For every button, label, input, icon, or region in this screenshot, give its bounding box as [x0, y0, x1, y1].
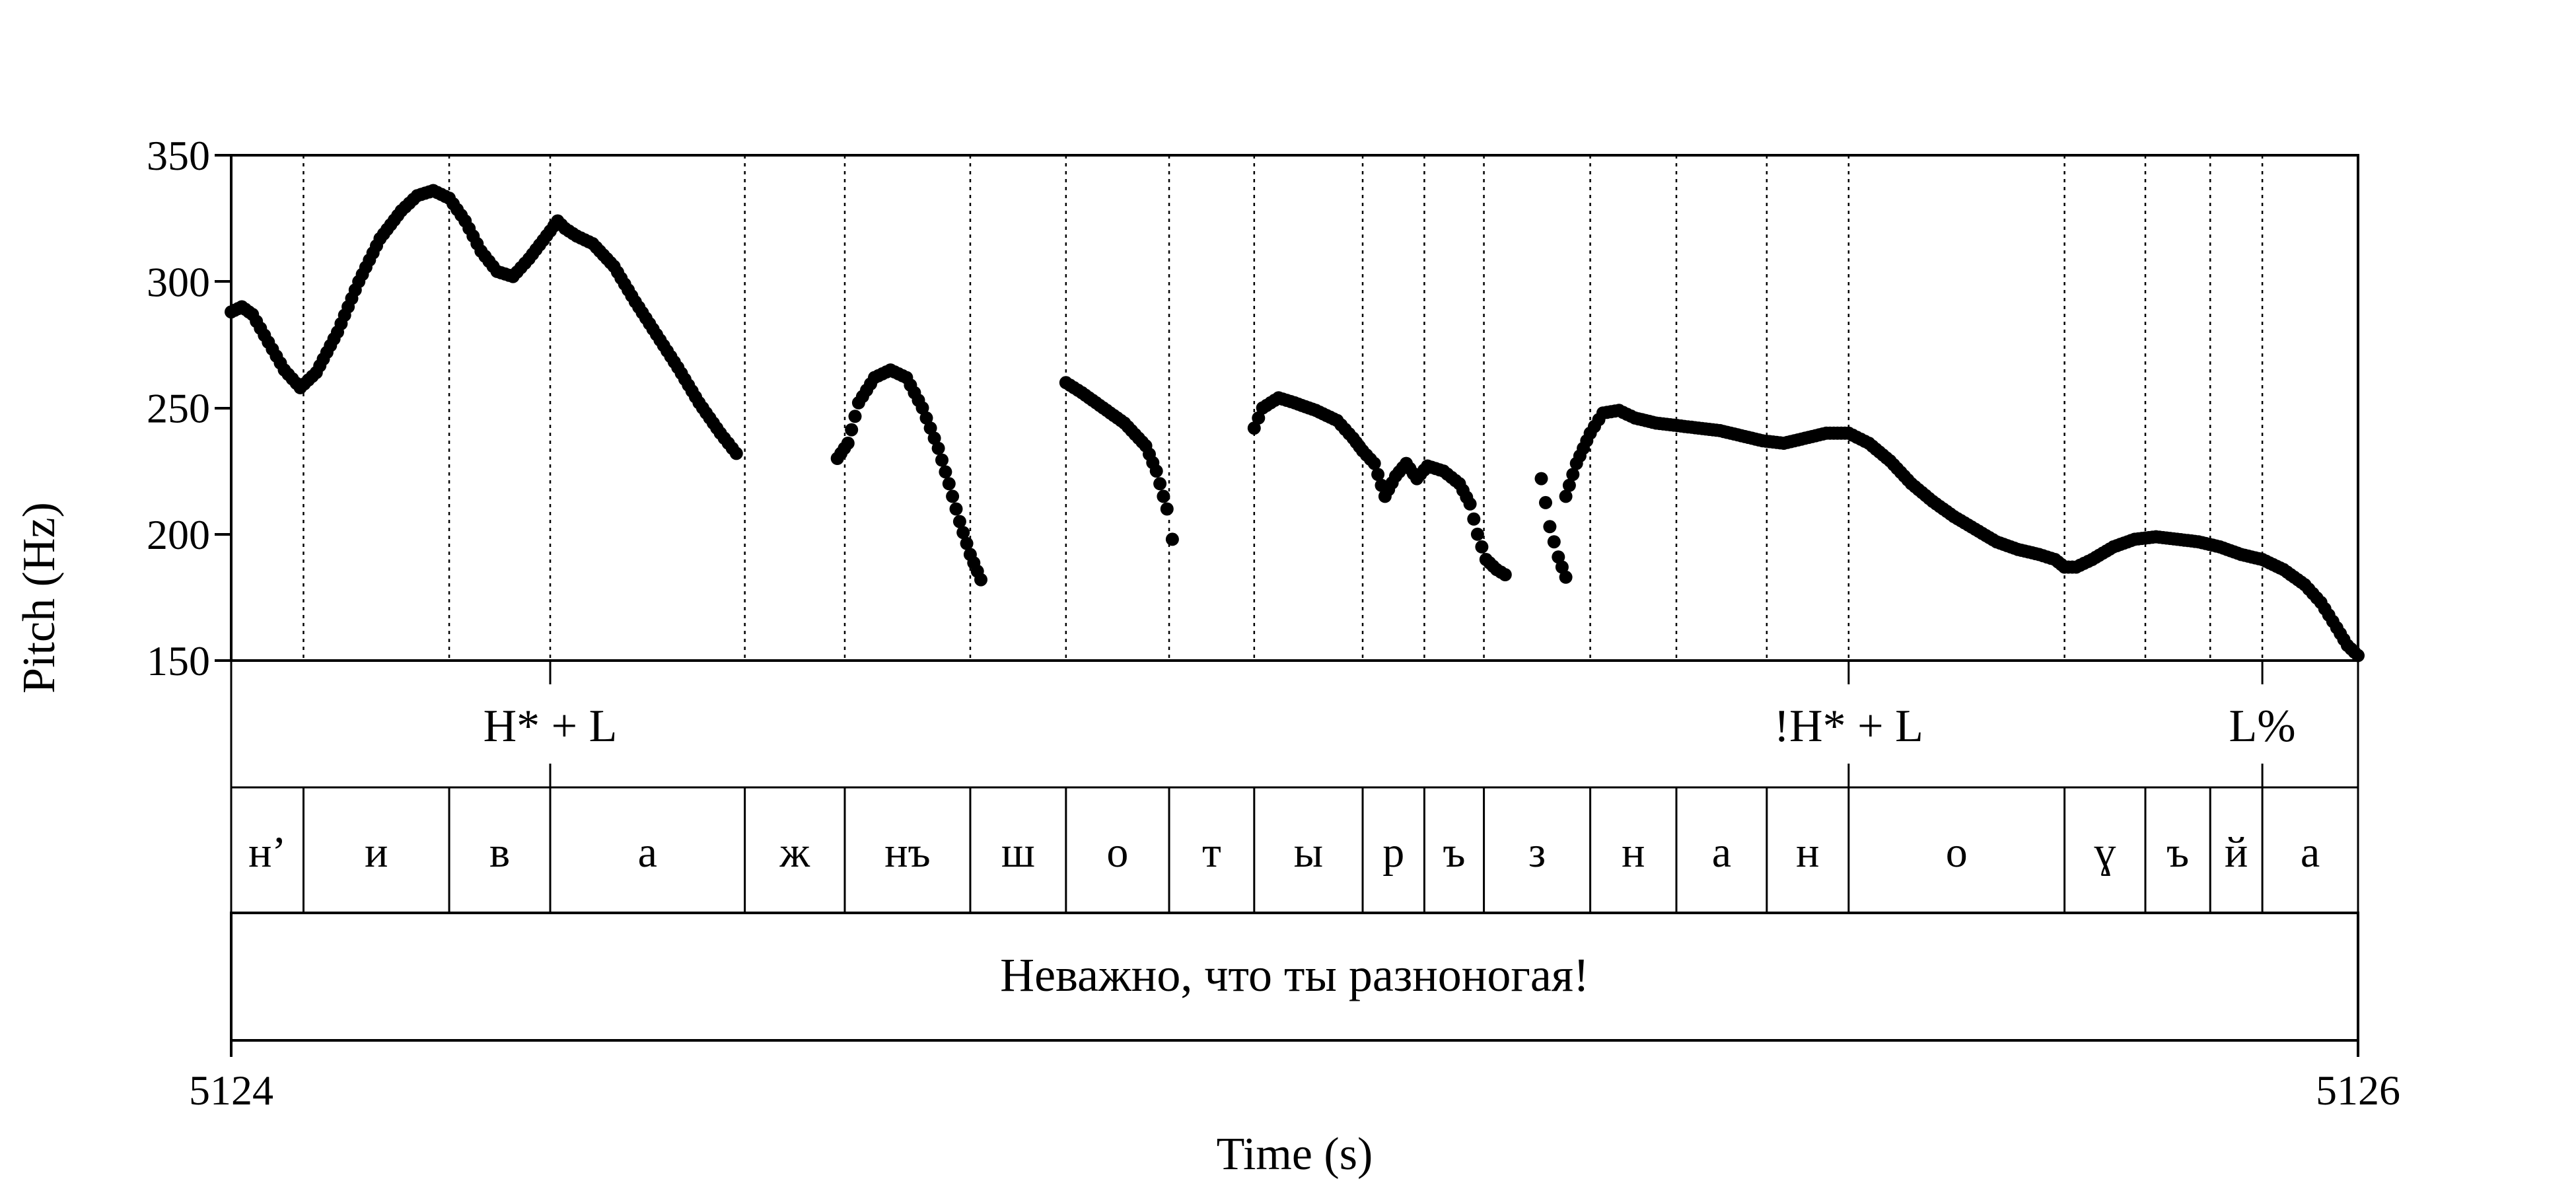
pitch-point [1165, 532, 1179, 546]
segment-label: т [1202, 828, 1221, 877]
tier-boundary-lines [302, 155, 2264, 913]
x-tick-label-end: 5126 [2316, 1067, 2400, 1114]
sentence-label: Неважно, что ты разноногая! [1000, 949, 1589, 1001]
y-tick-label: 300 [147, 258, 210, 305]
segment-label: й [2225, 828, 2248, 877]
tone-label: H* + L [483, 701, 618, 752]
pitch-point [1562, 478, 1576, 492]
pitch-point [919, 411, 933, 425]
pitch-point [1160, 502, 1174, 516]
segment-label: ы [1294, 828, 1323, 877]
pitch-point [1467, 512, 1481, 526]
pitch-point [923, 421, 937, 435]
pitch-point [1534, 472, 1548, 486]
pitch-point [1543, 520, 1557, 534]
pitch-point [939, 465, 952, 479]
segment-labels: н’ и в а ж нъ ш о т ы р ъ з н а н о ɣ ъ й а [248, 828, 2320, 877]
pitch-point [729, 447, 743, 460]
segment-label: и [365, 828, 388, 877]
pitch-point [845, 423, 859, 437]
segment-label: о [1946, 828, 1968, 877]
segment-label: ж [779, 828, 810, 877]
tone-labels: H* + L !H* + L L% [483, 661, 2296, 787]
y-tick-label: 150 [147, 637, 210, 684]
tone-label: L% [2229, 701, 2296, 752]
segment-label: н’ [248, 828, 286, 877]
pitch-point [1252, 411, 1266, 425]
segment-label: н [1796, 828, 1819, 877]
pitch-point [848, 410, 862, 423]
segment-label: а [2301, 828, 2320, 877]
pitch-point [931, 441, 945, 455]
pitch-point [1247, 421, 1261, 435]
pitch-point [1371, 468, 1385, 482]
segment-label: в [489, 828, 510, 877]
segment-label: р [1382, 828, 1404, 877]
pitch-point [915, 401, 929, 415]
pitch-point [974, 573, 987, 587]
pitch-point [1539, 495, 1552, 509]
pitch-point [935, 453, 948, 467]
pitch-point [946, 489, 960, 503]
pitch-point [1559, 570, 1573, 584]
y-axis-label: Pitch (Hz) [14, 502, 65, 694]
segment-label: з [1528, 828, 1546, 877]
pitch-point [960, 536, 974, 550]
pitch-point [956, 526, 970, 540]
segment-label: ш [1001, 828, 1035, 877]
pitch-point [841, 437, 855, 450]
pitch-point [1559, 489, 1573, 503]
x-tick-label-start: 5124 [189, 1067, 273, 1114]
pitch-point [1498, 568, 1512, 581]
segment-label: ъ [2166, 828, 2189, 877]
y-tick-label: 200 [147, 511, 210, 558]
pitch-point [1463, 497, 1477, 511]
pitch-point [1367, 456, 1381, 470]
pitch-points [225, 184, 2365, 663]
pitch-point [1149, 464, 1163, 478]
pitch-point [942, 477, 956, 491]
segment-label: а [638, 828, 657, 877]
segment-label: нъ [884, 828, 930, 877]
pitch-point [927, 431, 941, 445]
pitch-point [1475, 540, 1489, 554]
pitch-point [949, 502, 963, 516]
y-tick-label: 350 [147, 132, 210, 179]
pitch-point [1153, 477, 1167, 491]
segment-label: а [1712, 828, 1731, 877]
y-tick-label: 250 [147, 385, 210, 432]
sentence-tier-frame [230, 912, 2359, 1042]
x-axis-label: Time (s) [1217, 1129, 1373, 1180]
pitch-point [1566, 468, 1580, 482]
pitch-point [1547, 535, 1561, 549]
pitch-point [1470, 527, 1484, 541]
segment-label: ɣ [2094, 828, 2116, 877]
segment-label: ъ [1443, 828, 1465, 877]
y-tick-labels: 150 200 250 300 350 [147, 132, 210, 684]
segment-label: о [1106, 828, 1128, 877]
segment-label: н [1622, 828, 1645, 877]
pitch-point [1157, 489, 1170, 503]
tone-label: !H* + L [1774, 701, 1923, 752]
y-axis [215, 154, 231, 662]
pitch-point [952, 515, 966, 528]
pitch-point [1555, 560, 1569, 574]
pitch-point [1552, 550, 1565, 564]
